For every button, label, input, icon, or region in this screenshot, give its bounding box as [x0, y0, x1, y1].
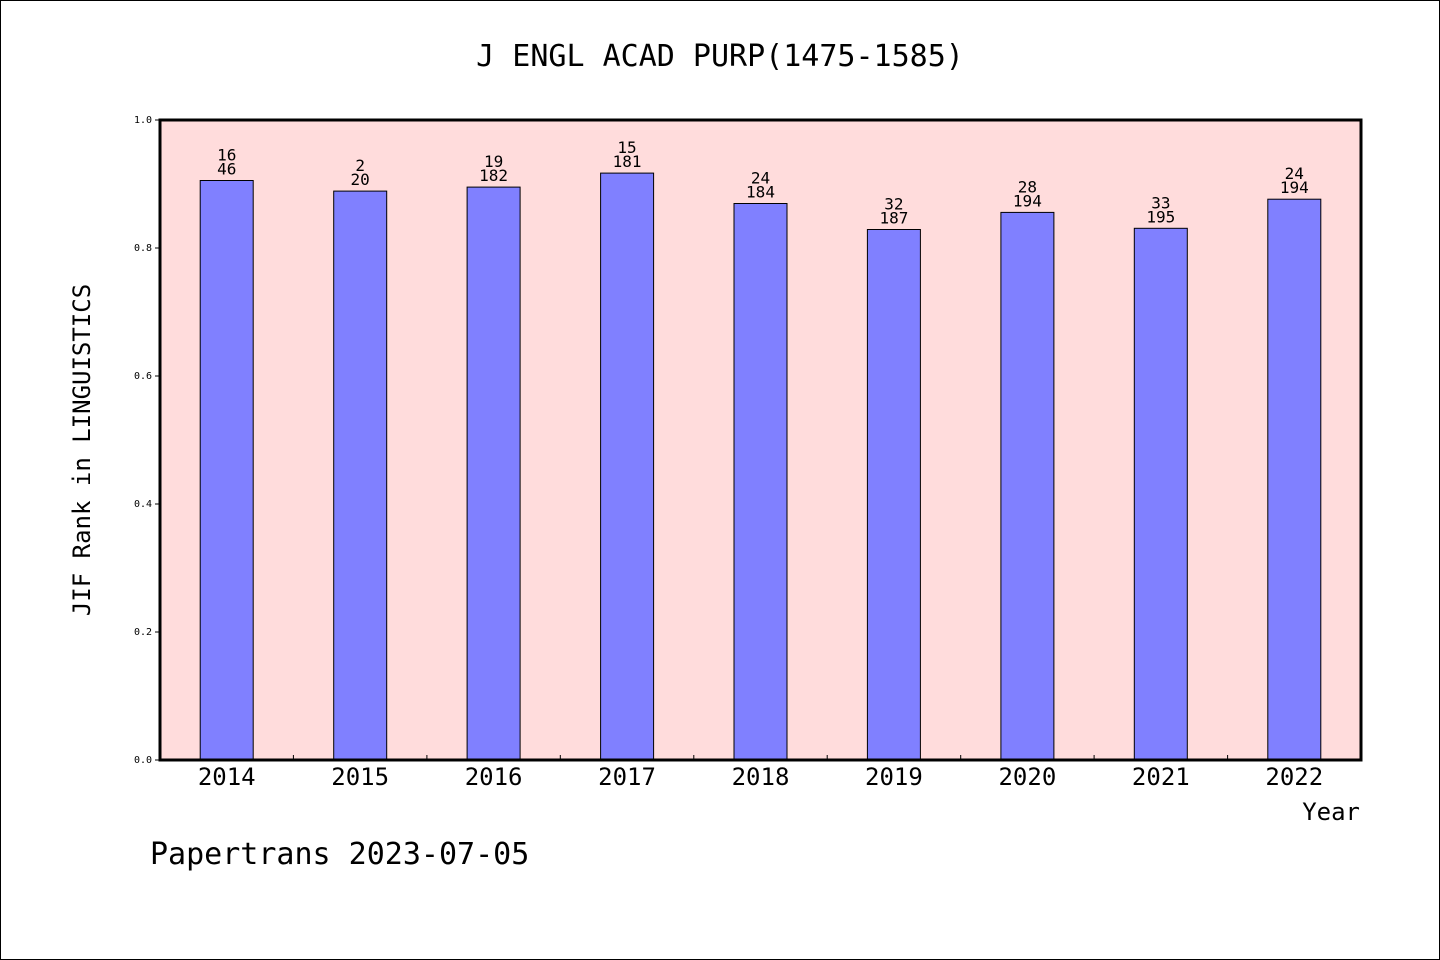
bar-2021 — [1133, 227, 1188, 761]
bar-2020 — [1000, 211, 1055, 761]
bar-2016 — [466, 186, 521, 761]
x-tick-label-2021: 2021 — [1132, 763, 1190, 791]
footer-text: Papertrans 2023-07-05 — [150, 837, 529, 872]
rank-label-2019: 32 — [884, 195, 903, 214]
total-label-2016: 182 — [479, 166, 508, 185]
bars-layer — [199, 172, 1322, 761]
bar-2017 — [600, 172, 655, 761]
y-tick-label: 0.2 — [134, 627, 152, 638]
rank-label-2017: 15 — [617, 138, 636, 157]
y-tick-label: 0.6 — [134, 371, 152, 382]
bar-2018 — [733, 203, 788, 761]
y-tick-label: 0.8 — [134, 243, 152, 254]
x-axis-label: Year — [1302, 798, 1360, 826]
total-label-2017: 181 — [613, 152, 642, 171]
total-label-2021: 195 — [1146, 207, 1175, 226]
rank-label-2014: 16 — [217, 146, 236, 165]
x-tick-label-2016: 2016 — [465, 763, 523, 791]
x-tick-label-2018: 2018 — [732, 763, 790, 791]
total-label-2015: 20 — [351, 170, 370, 189]
rank-label-2020: 28 — [1018, 177, 1037, 196]
y-tick-label: 1.0 — [134, 115, 152, 126]
y-axis-label: JIF Rank in LINGUISTICS — [68, 284, 96, 616]
y-tick-label: 0.4 — [134, 499, 152, 510]
rank-label-2016: 19 — [484, 152, 503, 171]
plot-border — [158, 118, 1363, 762]
x-tick-label-2014: 2014 — [198, 763, 256, 791]
total-label-2022: 194 — [1280, 178, 1309, 197]
labels-layer: 1646201422020151918220161518120172418420… — [134, 115, 1323, 791]
total-label-2020: 194 — [1013, 191, 1042, 210]
x-tick-label-2019: 2019 — [865, 763, 923, 791]
bar-2022 — [1267, 198, 1322, 761]
rank-label-2022: 24 — [1285, 164, 1304, 183]
x-tick-label-2022: 2022 — [1265, 763, 1323, 791]
x-tick-label-2015: 2015 — [331, 763, 389, 791]
x-tick-label-2020: 2020 — [998, 763, 1056, 791]
rank-label-2018: 24 — [751, 169, 770, 188]
rank-label-2021: 33 — [1151, 193, 1170, 212]
bar-2014 — [199, 180, 254, 761]
bar-2019 — [866, 229, 921, 761]
total-label-2014: 46 — [217, 160, 236, 179]
rank-label-2015: 2 — [355, 156, 365, 175]
total-label-2018: 184 — [746, 183, 775, 202]
y-tick-label: 0.0 — [134, 755, 152, 766]
chart-title: J ENGL ACAD PURP(1475-1585) — [476, 39, 964, 74]
total-label-2019: 187 — [879, 209, 908, 228]
x-tick-label-2017: 2017 — [598, 763, 656, 791]
bar-2015 — [333, 190, 388, 761]
